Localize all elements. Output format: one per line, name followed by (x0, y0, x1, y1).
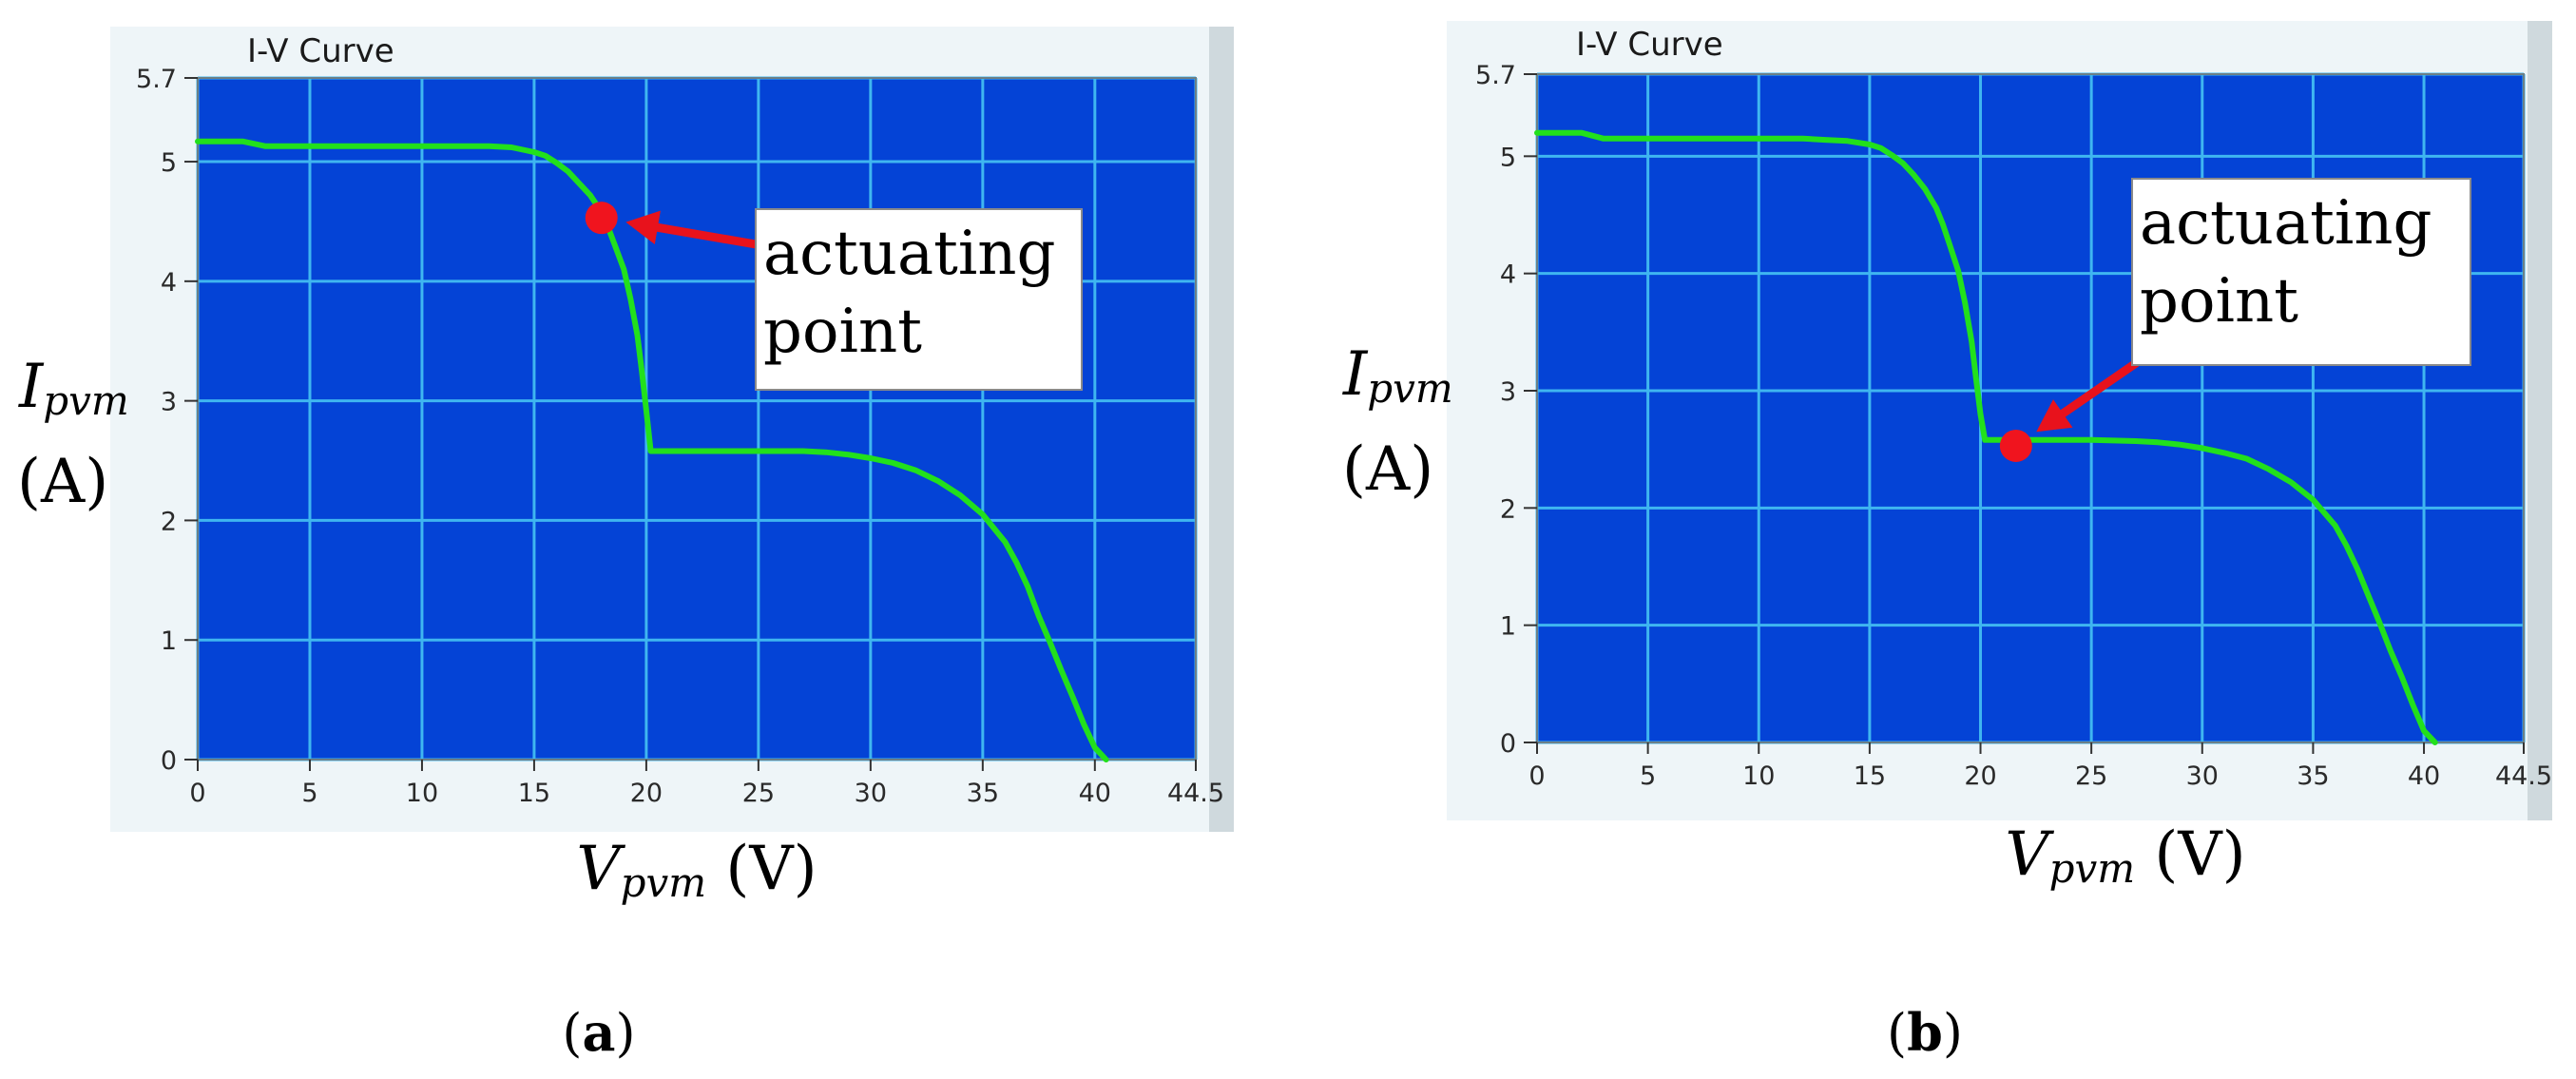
iv-chart-a: I-V Curve 0 5 10 15 20 25 30 35 40 44.5 0 1 2 3 4 5 5.7 ac… (17, 27, 1234, 1063)
window-scrollbar (2528, 21, 2552, 820)
x-tick-label-5: 25 (2075, 761, 2107, 791)
x-axis-label-main: V (576, 834, 625, 904)
subfigure-label: (a) (562, 1002, 635, 1063)
x-tick-label-4: 20 (630, 779, 663, 808)
x-tick-label-5: 25 (742, 779, 775, 808)
x-tick-label-0: 0 (1528, 761, 1545, 791)
x-tick-label-7: 35 (2297, 761, 2329, 791)
annotation-box (755, 208, 1083, 391)
x-tick-label-9: 44.5 (1167, 779, 1224, 808)
x-tick-label-2: 10 (1742, 761, 1775, 791)
x-axis-label: Vpvm (V) (2005, 819, 2245, 892)
x-axis-label-sub: pvm (621, 859, 706, 906)
annotation-text-line-1: point (763, 297, 922, 367)
x-tick-label-2: 10 (406, 779, 438, 808)
x-tick-label-9: 44.5 (2495, 761, 2552, 791)
x-tick-label-7: 35 (967, 779, 999, 808)
annotation-arrowhead (2036, 399, 2073, 433)
subfigure-label: (b) (1887, 1002, 1963, 1063)
annotation-arrow (653, 222, 760, 249)
plot-area (1537, 74, 2524, 742)
subfigure-paren-close: ) (616, 1003, 636, 1063)
actuating-point-marker (1999, 429, 2032, 462)
x-axis-label: Vpvm (V) (576, 834, 817, 906)
y-tick-label-5: 5 (1500, 143, 1516, 172)
y-axis-label-main: I (18, 352, 45, 422)
actuating-point-marker (585, 202, 618, 235)
plot-area (198, 78, 1196, 760)
x-tick-label-0: 0 (189, 779, 205, 808)
subfigure-paren-close: ) (1943, 1003, 1963, 1063)
x-axis-label-main: V (2005, 819, 2054, 890)
y-tick-label-6: 5.7 (1475, 61, 1516, 90)
x-tick-label-8: 40 (1079, 779, 1111, 808)
y-tick-label-1: 1 (161, 626, 177, 656)
annotation-text-line-0: actuating (763, 219, 1055, 289)
x-axis-label-sub: pvm (2049, 845, 2135, 892)
iv-curve-line-0 (1534, 129, 2438, 745)
y-tick-label-0: 0 (1500, 729, 1516, 759)
iv-chart-b: I-V Curve 0 5 10 15 20 25 30 35 40 44.5 0 1 2 3 4 5 5.7 ac… (1342, 21, 2552, 1063)
x-tick-label-1: 5 (301, 779, 317, 808)
subfigure-paren-open: ( (562, 1003, 582, 1063)
y-tick-label-6: 5.7 (136, 65, 177, 94)
window-title: I-V Curve (247, 32, 394, 70)
y-axis-label-sub: pvm (1367, 365, 1452, 412)
subfigure-letter: a (583, 1002, 616, 1063)
subfigure-letter: b (1907, 1002, 1943, 1063)
window-scrollbar (1209, 27, 1234, 832)
y-tick-label-4: 4 (1500, 260, 1516, 290)
y-tick-label-2: 2 (1500, 494, 1516, 524)
chart-panel-a: I-V Curve 0 5 10 15 20 25 30 35 40 44.5 0 1 2 3 4 5 5.7 ac… (17, 27, 1234, 1063)
window-title: I-V Curve (1576, 26, 1723, 64)
y-tick-label-3: 3 (161, 388, 177, 417)
annotation-text-line-1: point (2140, 266, 2298, 337)
x-tick-label-1: 5 (1640, 761, 1656, 791)
x-axis-label-unit: (V) (2135, 819, 2246, 890)
y-tick-label-2: 2 (161, 507, 177, 536)
y-axis-label: Ipvm (1342, 339, 1453, 412)
annotation-arrowhead (625, 210, 661, 245)
subfigure-paren-open: ( (1887, 1003, 1907, 1063)
x-axis-label-unit: (V) (706, 834, 817, 904)
y-tick-label-3: 3 (1500, 377, 1516, 407)
x-tick-label-8: 40 (2408, 761, 2440, 791)
chart-panel-b: I-V Curve 0 5 10 15 20 25 30 35 40 44.5 0 1 2 3 4 5 5.7 ac… (1288, 0, 2576, 1079)
annotation-text-line-0: actuating (2140, 188, 2432, 259)
plot-border (197, 77, 1197, 761)
y-axis-unit: (A) (17, 447, 108, 517)
x-tick-label-6: 30 (2186, 761, 2219, 791)
annotation-arrow (2058, 358, 2141, 418)
x-tick-label-4: 20 (1964, 761, 1996, 791)
y-axis-unit: (A) (1342, 434, 1433, 505)
iv-curve-line-0 (195, 138, 1109, 762)
annotation-box (2131, 178, 2471, 366)
y-axis-label-sub: pvm (43, 377, 128, 424)
x-tick-label-3: 15 (518, 779, 550, 808)
x-tick-label-3: 15 (1854, 761, 1886, 791)
x-tick-label-6: 30 (855, 779, 887, 808)
y-tick-label-4: 4 (161, 268, 177, 298)
y-axis-label: Ipvm (18, 352, 129, 424)
y-axis-label-main: I (1342, 339, 1369, 410)
y-tick-label-0: 0 (161, 746, 177, 776)
plot-border (1536, 73, 2525, 743)
y-tick-label-1: 1 (1500, 612, 1516, 642)
y-tick-label-5: 5 (161, 148, 177, 178)
